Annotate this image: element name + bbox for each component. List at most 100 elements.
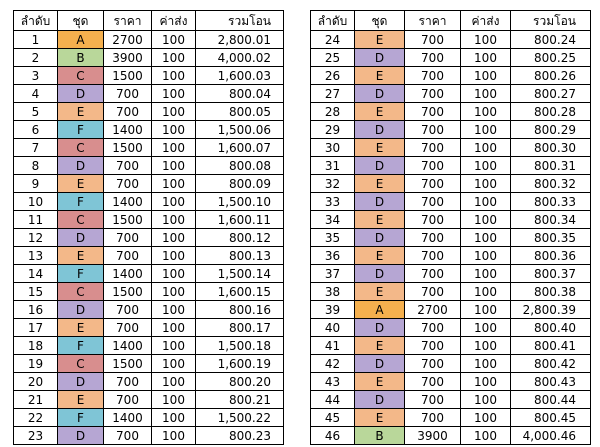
cell-set: D xyxy=(354,390,405,409)
cell-price: 700 xyxy=(404,138,461,157)
cell-set: E xyxy=(354,174,405,193)
cell-total: 1,600.03 xyxy=(195,66,284,85)
cell-total: 1,500.10 xyxy=(195,192,284,211)
header-price: ราคา xyxy=(404,10,461,31)
cell-shipping: 100 xyxy=(151,408,196,427)
cell-price: 700 xyxy=(404,246,461,265)
cell-price: 700 xyxy=(404,408,461,427)
cell-price: 700 xyxy=(103,390,152,409)
cell-set: F xyxy=(57,408,104,427)
cell-price: 1400 xyxy=(103,192,152,211)
table-row: 29 D 700 100 800.29 xyxy=(310,120,591,139)
cell-total: 800.28 xyxy=(510,102,591,121)
table-row: 18 F 1400 100 1,500.18 xyxy=(13,336,284,355)
cell-set: B xyxy=(354,426,405,445)
cell-total: 800.36 xyxy=(510,246,591,265)
cell-set: F xyxy=(57,192,104,211)
cell-order: 10 xyxy=(13,192,58,211)
cell-total: 800.37 xyxy=(510,264,591,283)
cell-shipping: 100 xyxy=(151,372,196,391)
cell-total: 800.04 xyxy=(195,84,284,103)
cell-shipping: 100 xyxy=(460,372,511,391)
cell-order: 35 xyxy=(310,228,355,247)
cell-price: 700 xyxy=(404,390,461,409)
cell-price: 700 xyxy=(103,156,152,175)
cell-order: 39 xyxy=(310,300,355,319)
cell-order: 26 xyxy=(310,66,355,85)
transfer-table-right: ลำดับ ชุด ราคา ค่าส่ง รวมโอน 24 E 700 100 80… xyxy=(310,10,591,445)
cell-total: 800.13 xyxy=(195,246,284,265)
cell-total: 1,500.22 xyxy=(195,408,284,427)
cell-total: 1,600.11 xyxy=(195,210,284,229)
cell-order: 46 xyxy=(310,426,355,445)
table-row: 4 D 700 100 800.04 xyxy=(13,84,284,103)
cell-price: 1400 xyxy=(103,408,152,427)
table-row: 11 C 1500 100 1,600.11 xyxy=(13,210,284,229)
cell-price: 1500 xyxy=(103,138,152,157)
table-row: 33 D 700 100 800.33 xyxy=(310,192,591,211)
table-row: 20 D 700 100 800.20 xyxy=(13,372,284,391)
cell-shipping: 100 xyxy=(151,30,196,49)
header-order: ลำดับ xyxy=(13,10,58,31)
cell-order: 40 xyxy=(310,318,355,337)
cell-order: 14 xyxy=(13,264,58,283)
table-row: 37 D 700 100 800.37 xyxy=(310,264,591,283)
cell-shipping: 100 xyxy=(151,84,196,103)
cell-set: E xyxy=(354,30,405,49)
cell-shipping: 100 xyxy=(151,426,196,445)
cell-price: 1400 xyxy=(103,336,152,355)
table-row: 46 B 3900 100 4,000.46 xyxy=(310,426,591,445)
cell-set: A xyxy=(354,300,405,319)
cell-set: D xyxy=(57,156,104,175)
cell-order: 18 xyxy=(13,336,58,355)
cell-price: 700 xyxy=(404,30,461,49)
table-row: 27 D 700 100 800.27 xyxy=(310,84,591,103)
cell-price: 3900 xyxy=(404,426,461,445)
table-row: 12 D 700 100 800.12 xyxy=(13,228,284,247)
cell-set: C xyxy=(57,138,104,157)
cell-set: E xyxy=(57,102,104,121)
cell-set: F xyxy=(57,264,104,283)
cell-order: 16 xyxy=(13,300,58,319)
cell-shipping: 100 xyxy=(151,228,196,247)
cell-shipping: 100 xyxy=(151,66,196,85)
table-row: 41 E 700 100 800.41 xyxy=(310,336,591,355)
table-row: 40 D 700 100 800.40 xyxy=(310,318,591,337)
cell-shipping: 100 xyxy=(151,264,196,283)
cell-set: D xyxy=(57,228,104,247)
cell-order: 4 xyxy=(13,84,58,103)
cell-order: 19 xyxy=(13,354,58,373)
cell-price: 700 xyxy=(404,48,461,67)
table-row: 7 C 1500 100 1,600.07 xyxy=(13,138,284,157)
cell-total: 800.30 xyxy=(510,138,591,157)
cell-shipping: 100 xyxy=(460,228,511,247)
cell-price: 700 xyxy=(404,192,461,211)
header-set: ชุด xyxy=(57,10,104,31)
cell-shipping: 100 xyxy=(460,102,511,121)
cell-total: 800.25 xyxy=(510,48,591,67)
cell-shipping: 100 xyxy=(460,84,511,103)
cell-total: 1,600.07 xyxy=(195,138,284,157)
table-row: 39 A 2700 100 2,800.39 xyxy=(310,300,591,319)
cell-order: 28 xyxy=(310,102,355,121)
cell-price: 1400 xyxy=(103,264,152,283)
cell-set: C xyxy=(57,354,104,373)
cell-order: 29 xyxy=(310,120,355,139)
cell-order: 38 xyxy=(310,282,355,301)
cell-shipping: 100 xyxy=(151,138,196,157)
cell-set: B xyxy=(57,48,104,67)
cell-set: F xyxy=(57,336,104,355)
table-row: 13 E 700 100 800.13 xyxy=(13,246,284,265)
header-row: ลำดับ ชุด ราคา ค่าส่ง รวมโอน xyxy=(310,10,591,31)
table-row: 30 E 700 100 800.30 xyxy=(310,138,591,157)
cell-set: E xyxy=(354,372,405,391)
cell-shipping: 100 xyxy=(460,336,511,355)
table-row: 19 C 1500 100 1,600.19 xyxy=(13,354,284,373)
cell-order: 3 xyxy=(13,66,58,85)
table-row: 8 D 700 100 800.08 xyxy=(13,156,284,175)
table-row: 9 E 700 100 800.09 xyxy=(13,174,284,193)
cell-shipping: 100 xyxy=(151,246,196,265)
cell-set: E xyxy=(354,336,405,355)
cell-order: 15 xyxy=(13,282,58,301)
cell-set: E xyxy=(57,174,104,193)
